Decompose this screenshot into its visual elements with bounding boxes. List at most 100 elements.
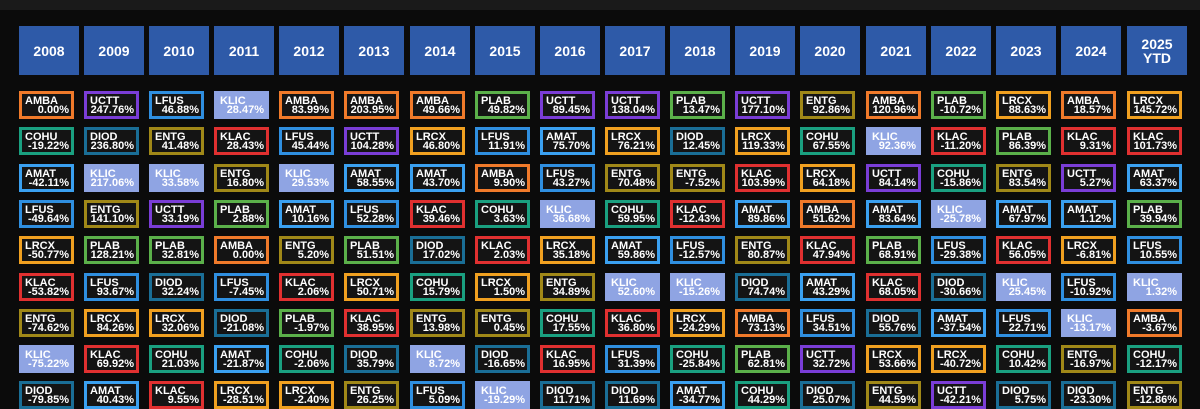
ticker-label: KLAC	[481, 240, 512, 252]
return-value: 70.48%	[617, 177, 655, 189]
ticker-label: PLAB	[872, 240, 902, 252]
ticker-label: LFUS	[806, 313, 835, 325]
ticker-label: DIOD	[676, 131, 704, 143]
return-value: 5.09%	[428, 394, 460, 406]
return-cell: DIOD 74.74%	[735, 273, 790, 301]
return-cell: AMBA -3.67%	[1127, 309, 1182, 337]
column-header: 2009	[84, 26, 144, 75]
ticker-label: LFUS	[1133, 240, 1162, 252]
return-value: -23.30%	[1070, 394, 1111, 406]
ticker-label: ENTG	[155, 131, 186, 143]
return-value: 141.10%	[90, 213, 134, 225]
column-header: 2020	[800, 26, 860, 75]
return-cell: KLAC 36.80%	[605, 309, 660, 337]
return-value: 5.75%	[1014, 394, 1046, 406]
return-cell: AMBA 83.99%	[279, 91, 334, 119]
return-value: 46.88%	[161, 104, 199, 116]
return-value: 36.80%	[617, 322, 655, 334]
ticker-label: ENTG	[1002, 168, 1033, 180]
return-cell: ENTG 16.80%	[214, 164, 269, 192]
ticker-label: UCTT	[872, 168, 902, 180]
return-value: -2.40%	[294, 394, 329, 406]
ticker-label: AMAT	[90, 385, 121, 397]
return-value: 92.86%	[812, 104, 850, 116]
return-cell: LFUS -10.92%	[1061, 273, 1116, 301]
ticker-label: LRCX	[1067, 240, 1097, 252]
return-value: -30.66%	[940, 286, 981, 298]
ticker-label: LRCX	[285, 385, 315, 397]
ticker-label: COHU	[25, 131, 58, 143]
ticker-label: UCTT	[155, 204, 185, 216]
return-cell: COHU 10.42%	[996, 345, 1051, 373]
ticker-label: KLAC	[90, 349, 121, 361]
ticker-label: KLAC	[416, 204, 447, 216]
ticker-label: PLAB	[350, 240, 380, 252]
return-value: 5.27%	[1079, 177, 1111, 189]
ticker-label: KLIC	[1002, 277, 1028, 289]
ticker-label: LFUS	[481, 131, 510, 143]
ticker-label: DIOD	[741, 277, 769, 289]
ticker-label: COHU	[155, 349, 188, 361]
return-cell: LRCX -40.72%	[931, 345, 986, 373]
return-value: 58.55%	[356, 177, 394, 189]
return-value: 76.21%	[617, 140, 655, 152]
return-value: 49.82%	[487, 104, 525, 116]
return-value: 34.51%	[812, 322, 850, 334]
return-cell: ENTG -74.62%	[19, 309, 74, 337]
ticker-label: LRCX	[937, 349, 967, 361]
column-header: 2024	[1061, 26, 1121, 75]
ticker-label: AMAT	[806, 277, 837, 289]
return-value: 11.91%	[488, 140, 525, 152]
return-value: 1.50%	[493, 286, 525, 298]
return-value: 35.18%	[552, 249, 590, 261]
ticker-label: AMAT	[416, 168, 447, 180]
ticker-label: KLIC	[155, 168, 181, 180]
return-cell: AMAT 89.86%	[735, 200, 790, 228]
return-value: -21.87%	[223, 358, 264, 370]
return-cell: LRCX -6.81%	[1061, 236, 1116, 264]
ticker-label: DIOD	[155, 277, 183, 289]
return-cell: LRCX 145.72%	[1127, 91, 1182, 119]
ticker-label: AMBA	[806, 204, 839, 216]
return-cell: PLAB 86.39%	[996, 127, 1051, 155]
ticker-label: KLAC	[350, 313, 381, 325]
return-cell: KLIC 217.06%	[84, 164, 139, 192]
return-cell: COHU 3.63%	[475, 200, 530, 228]
return-value: -12.57%	[679, 249, 720, 261]
return-value: 33.19%	[161, 213, 199, 225]
ticker-label: DIOD	[611, 385, 639, 397]
return-value: 0.00%	[232, 249, 264, 261]
return-value: -34.77%	[679, 394, 720, 406]
return-cell: DIOD 32.24%	[149, 273, 204, 301]
ticker-label: KLIC	[1133, 277, 1159, 289]
return-value: -19.29%	[484, 394, 525, 406]
return-value: 43.29%	[812, 286, 850, 298]
return-value: -16.65%	[484, 358, 525, 370]
ticker-label: AMAT	[676, 385, 707, 397]
return-value: 128.21%	[90, 249, 134, 261]
return-value: 9.31%	[1079, 140, 1111, 152]
return-value: 51.51%	[356, 249, 394, 261]
ticker-label: AMBA	[25, 95, 58, 107]
ticker-label: KLAC	[285, 277, 316, 289]
return-cell: AMBA 203.95%	[344, 91, 399, 119]
return-value: 17.55%	[552, 322, 590, 334]
return-cell: PLAB 62.81%	[735, 345, 790, 373]
return-cell: DIOD 55.76%	[866, 309, 921, 337]
return-cell: AMAT 43.70%	[410, 164, 465, 192]
ticker-label: AMBA	[220, 240, 253, 252]
return-value: 49.66%	[422, 104, 460, 116]
return-value: 68.91%	[878, 249, 916, 261]
return-cell: UCTT 138.04%	[605, 91, 660, 119]
return-cell: ENTG 70.48%	[605, 164, 660, 192]
column-header: 2013	[344, 26, 404, 75]
ticker-label: LRCX	[806, 168, 836, 180]
return-cell: KLAC -11.20%	[931, 127, 986, 155]
return-value: 84.26%	[96, 322, 134, 334]
return-value: 15.79%	[422, 286, 460, 298]
return-cell: LFUS 10.55%	[1127, 236, 1182, 264]
column-header: 2023	[996, 26, 1056, 75]
return-value: 1.32%	[1145, 286, 1177, 298]
return-value: -49.64%	[28, 213, 69, 225]
return-value: 13.98%	[422, 322, 460, 334]
